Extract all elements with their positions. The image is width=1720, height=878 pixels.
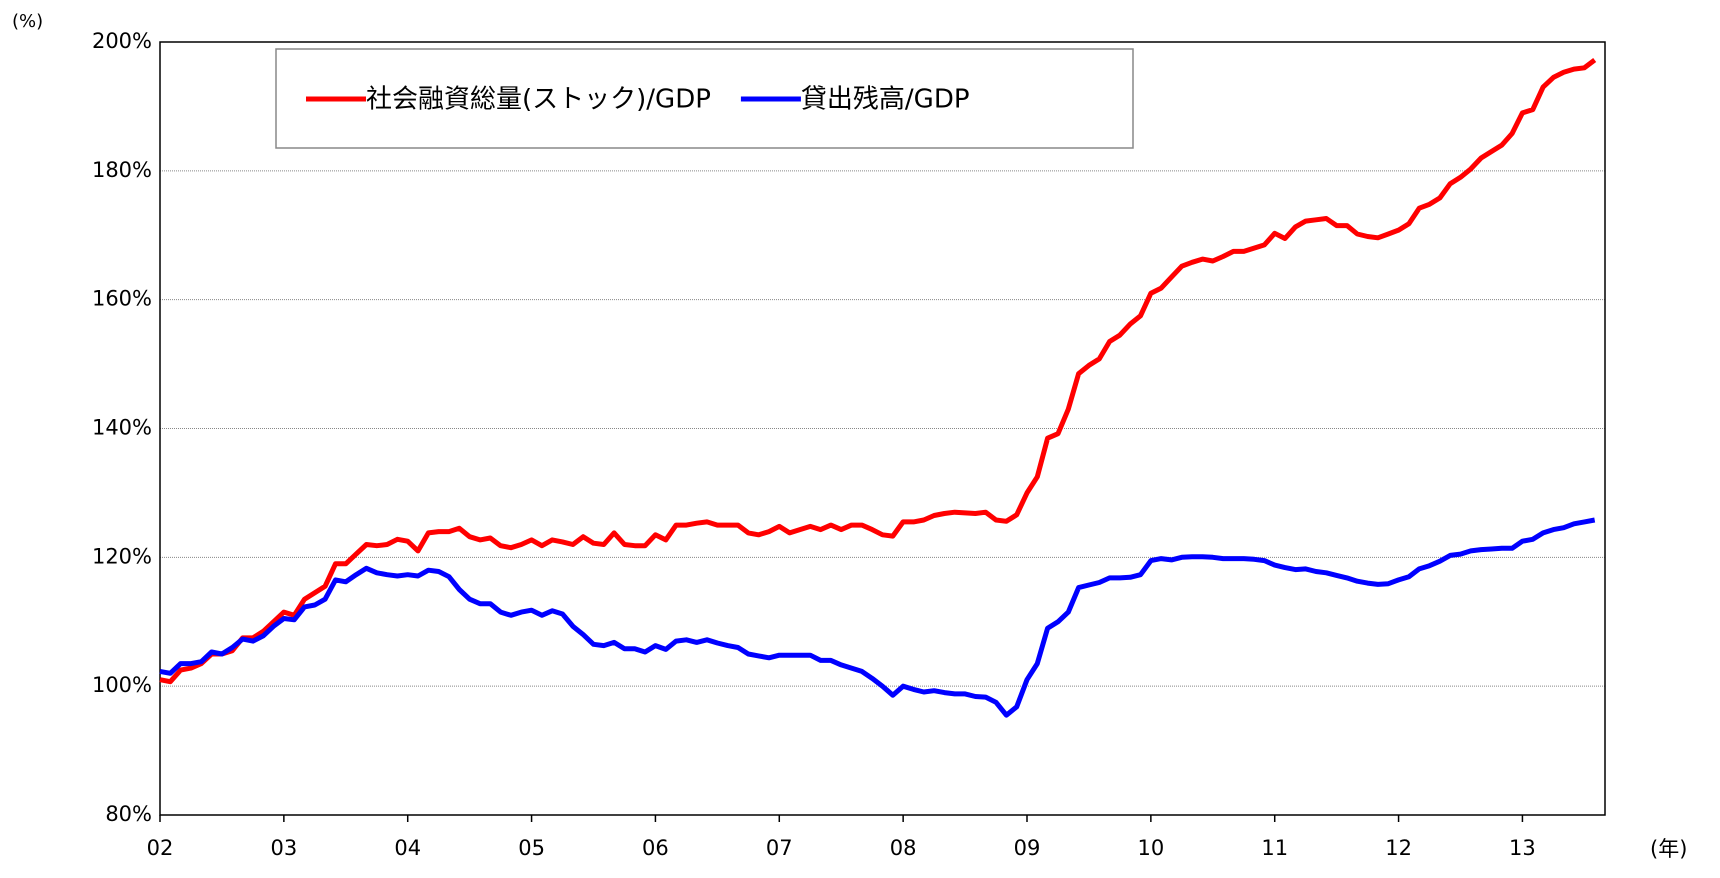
y-tick-label: 120% xyxy=(92,544,152,568)
x-unit-label: (年) xyxy=(1650,837,1687,861)
x-tick-label: 12 xyxy=(1385,836,1412,860)
series-line xyxy=(159,58,1597,685)
y-tick-label: 80% xyxy=(105,802,152,826)
x-tick-label: 08 xyxy=(890,836,917,860)
legend-label: 貸出残高/GDP xyxy=(801,85,970,115)
series-line xyxy=(159,517,1596,718)
plot-frame xyxy=(159,41,1606,816)
legend-label: 社会融資総量(ストック)/GDP xyxy=(366,85,711,115)
y-tick-label: 180% xyxy=(92,158,152,182)
x-tick-label: 05 xyxy=(518,836,545,860)
x-tick-label: 13 xyxy=(1509,836,1536,860)
y-tick-label: 140% xyxy=(92,416,152,440)
x-tick-label: 04 xyxy=(394,836,421,860)
y-tick-label: 160% xyxy=(92,287,152,311)
x-tick-label: 07 xyxy=(766,836,793,860)
x-tick-label: 06 xyxy=(642,836,669,860)
y-unit-label: (%) xyxy=(12,11,43,32)
x-tick-label: 02 xyxy=(147,836,174,860)
x-tick-label: 09 xyxy=(1014,836,1041,860)
legend-box xyxy=(275,48,1134,149)
x-tick-label: 03 xyxy=(270,836,297,860)
y-tick-label: 100% xyxy=(92,673,152,697)
x-tick-label: 10 xyxy=(1137,836,1164,860)
y-tick-label: 200% xyxy=(92,29,152,53)
x-tick-label: 11 xyxy=(1261,836,1288,860)
